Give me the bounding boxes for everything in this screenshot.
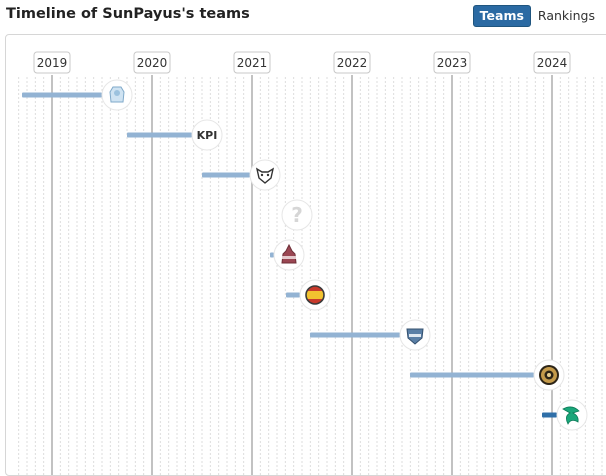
tenure-bar [127,132,192,138]
year-label-text: 2022 [337,56,368,70]
year-label-text: 2024 [537,56,568,70]
tower-logo[interactable] [273,239,305,271]
team-row[interactable] [310,319,431,351]
tenure-bar [202,172,250,178]
tenure-bar [542,412,557,418]
tenure-bar [410,372,534,378]
tenure-bar [310,332,400,338]
year-label: 2020 [133,51,171,74]
year-label-text: 2021 [237,56,268,70]
svg-text:KPI: KPI [197,129,218,142]
tenure-bar [22,92,102,98]
teams-tab[interactable]: Teams [472,5,531,27]
timeline-chart: 2019 2020 2021 2022 2023 2024 KPI? [18,51,603,475]
team-row[interactable]: KPI [127,119,223,151]
view-switcher: Teams Rankings [472,5,602,27]
team-row[interactable] [22,79,133,111]
year-label-box [33,51,71,74]
year-label-box [433,51,471,74]
year-label: 2019 [33,51,71,74]
year-label: 2022 [333,51,371,74]
tenure-bar [270,252,274,258]
kpi-logo[interactable]: KPI [191,119,223,151]
team-icon-badge [191,119,223,151]
unknown-team-icon[interactable]: ? [281,199,313,231]
year-label: 2021 [233,51,271,74]
tenure-bar [286,292,300,298]
year-label-box [233,51,271,74]
ice-bear-logo[interactable] [101,79,133,111]
team-icon-badge [281,199,313,231]
team-row[interactable]: ? [281,199,313,231]
team-row[interactable] [270,239,305,271]
year-label-text: 2023 [437,56,468,70]
year-label-text: 2020 [137,56,168,70]
ence-logo[interactable] [533,359,565,391]
year-label: 2023 [433,51,471,74]
year-label-box [333,51,371,74]
svg-text:?: ? [291,203,303,227]
wolf-logo[interactable] [249,159,281,191]
team-row[interactable] [410,359,565,391]
year-label: 2024 [533,51,571,74]
year-label-box [533,51,571,74]
falcon-logo[interactable] [556,399,588,431]
page-title: Timeline of SunPayus's teams [6,6,250,22]
year-label-text: 2019 [37,56,68,70]
team-row[interactable] [202,159,281,191]
rankings-tab[interactable]: Rankings [537,8,595,23]
year-label-box [133,51,171,74]
team-row[interactable] [286,279,331,311]
timeline-panel: 2019 2020 2021 2022 2023 2024 KPI? [5,34,606,476]
spain-flag-logo[interactable] [299,279,331,311]
shield-logo[interactable] [399,319,431,351]
team-row[interactable] [542,399,588,431]
